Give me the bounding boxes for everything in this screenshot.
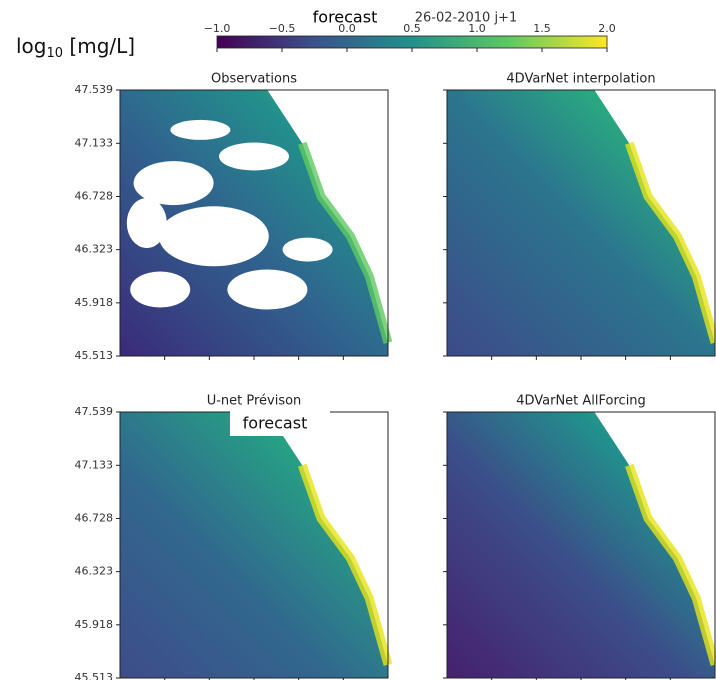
panel-title: 4DVarNet interpolation (506, 72, 655, 87)
colorbar-tick-label: 1.5 (533, 22, 551, 35)
y-tick-label: 45.918 (75, 296, 114, 309)
unit-label: log10 [mg/L] (16, 34, 135, 61)
panel-title: Observations (211, 72, 297, 87)
unit-sub: 10 (47, 46, 64, 61)
y-tick-label: 45.513 (75, 671, 114, 680)
cloud-gap (170, 119, 231, 140)
y-tick-label: 45.918 (75, 618, 114, 631)
coast-glow (624, 463, 716, 666)
header-date: 26-02-2010 j+1 (415, 11, 517, 26)
y-tick-label: 45.513 (75, 349, 114, 362)
colorbar (216, 35, 608, 49)
panel-title: U-net Prévison (207, 394, 302, 409)
y-tick-label: 46.323 (75, 243, 114, 256)
y-tick-label: 47.539 (75, 83, 114, 96)
panel-title: 4DVarNet AllForcing (516, 394, 646, 409)
y-tick-label: 46.728 (75, 189, 114, 202)
coast-glow (624, 141, 716, 344)
land (267, 90, 388, 343)
cloud-gap (227, 269, 308, 310)
cloud-gap (126, 198, 167, 248)
cloud-gap (133, 161, 214, 206)
unit-base: log (16, 34, 47, 58)
y-tick-label: 46.728 (75, 511, 114, 524)
panel-note: forecast (243, 414, 308, 433)
panel: U-net Prévison forecast 45.513 45.918 46.323… (75, 394, 393, 680)
coast-glow (297, 141, 393, 344)
y-tick-label: 47.133 (75, 458, 114, 471)
land (594, 90, 715, 343)
coast-glow (297, 463, 393, 666)
colorbar-tick-label: 1.0 (468, 22, 486, 35)
cloud-gap (158, 206, 269, 267)
colorbar-tick-label: 0.5 (403, 22, 421, 35)
header-title: forecast (313, 8, 378, 27)
cloud-gap (130, 271, 191, 308)
panel: 4DVarNet AllForcing (443, 394, 716, 680)
colorbar-tick-label: 0.0 (338, 22, 356, 35)
colorbar-tick-label: 2.0 (598, 22, 616, 35)
y-tick-label: 47.539 (75, 405, 114, 418)
unit-rest: [mg/L] (63, 34, 135, 58)
colorbar-tick-label: −1.0 (204, 22, 231, 35)
land (267, 412, 388, 665)
colorbar-tick-label: −0.5 (269, 22, 296, 35)
cloud-gap (282, 237, 333, 262)
panel: 4DVarNet interpolation (443, 72, 716, 360)
y-tick-label: 46.323 (75, 565, 114, 578)
cloud-gap (219, 142, 289, 171)
land (594, 412, 715, 665)
panel: Observations 45.513 45.918 46.323 46.728 47.1… (75, 72, 393, 362)
note-bg (230, 410, 330, 436)
y-tick-label: 47.133 (75, 136, 114, 149)
